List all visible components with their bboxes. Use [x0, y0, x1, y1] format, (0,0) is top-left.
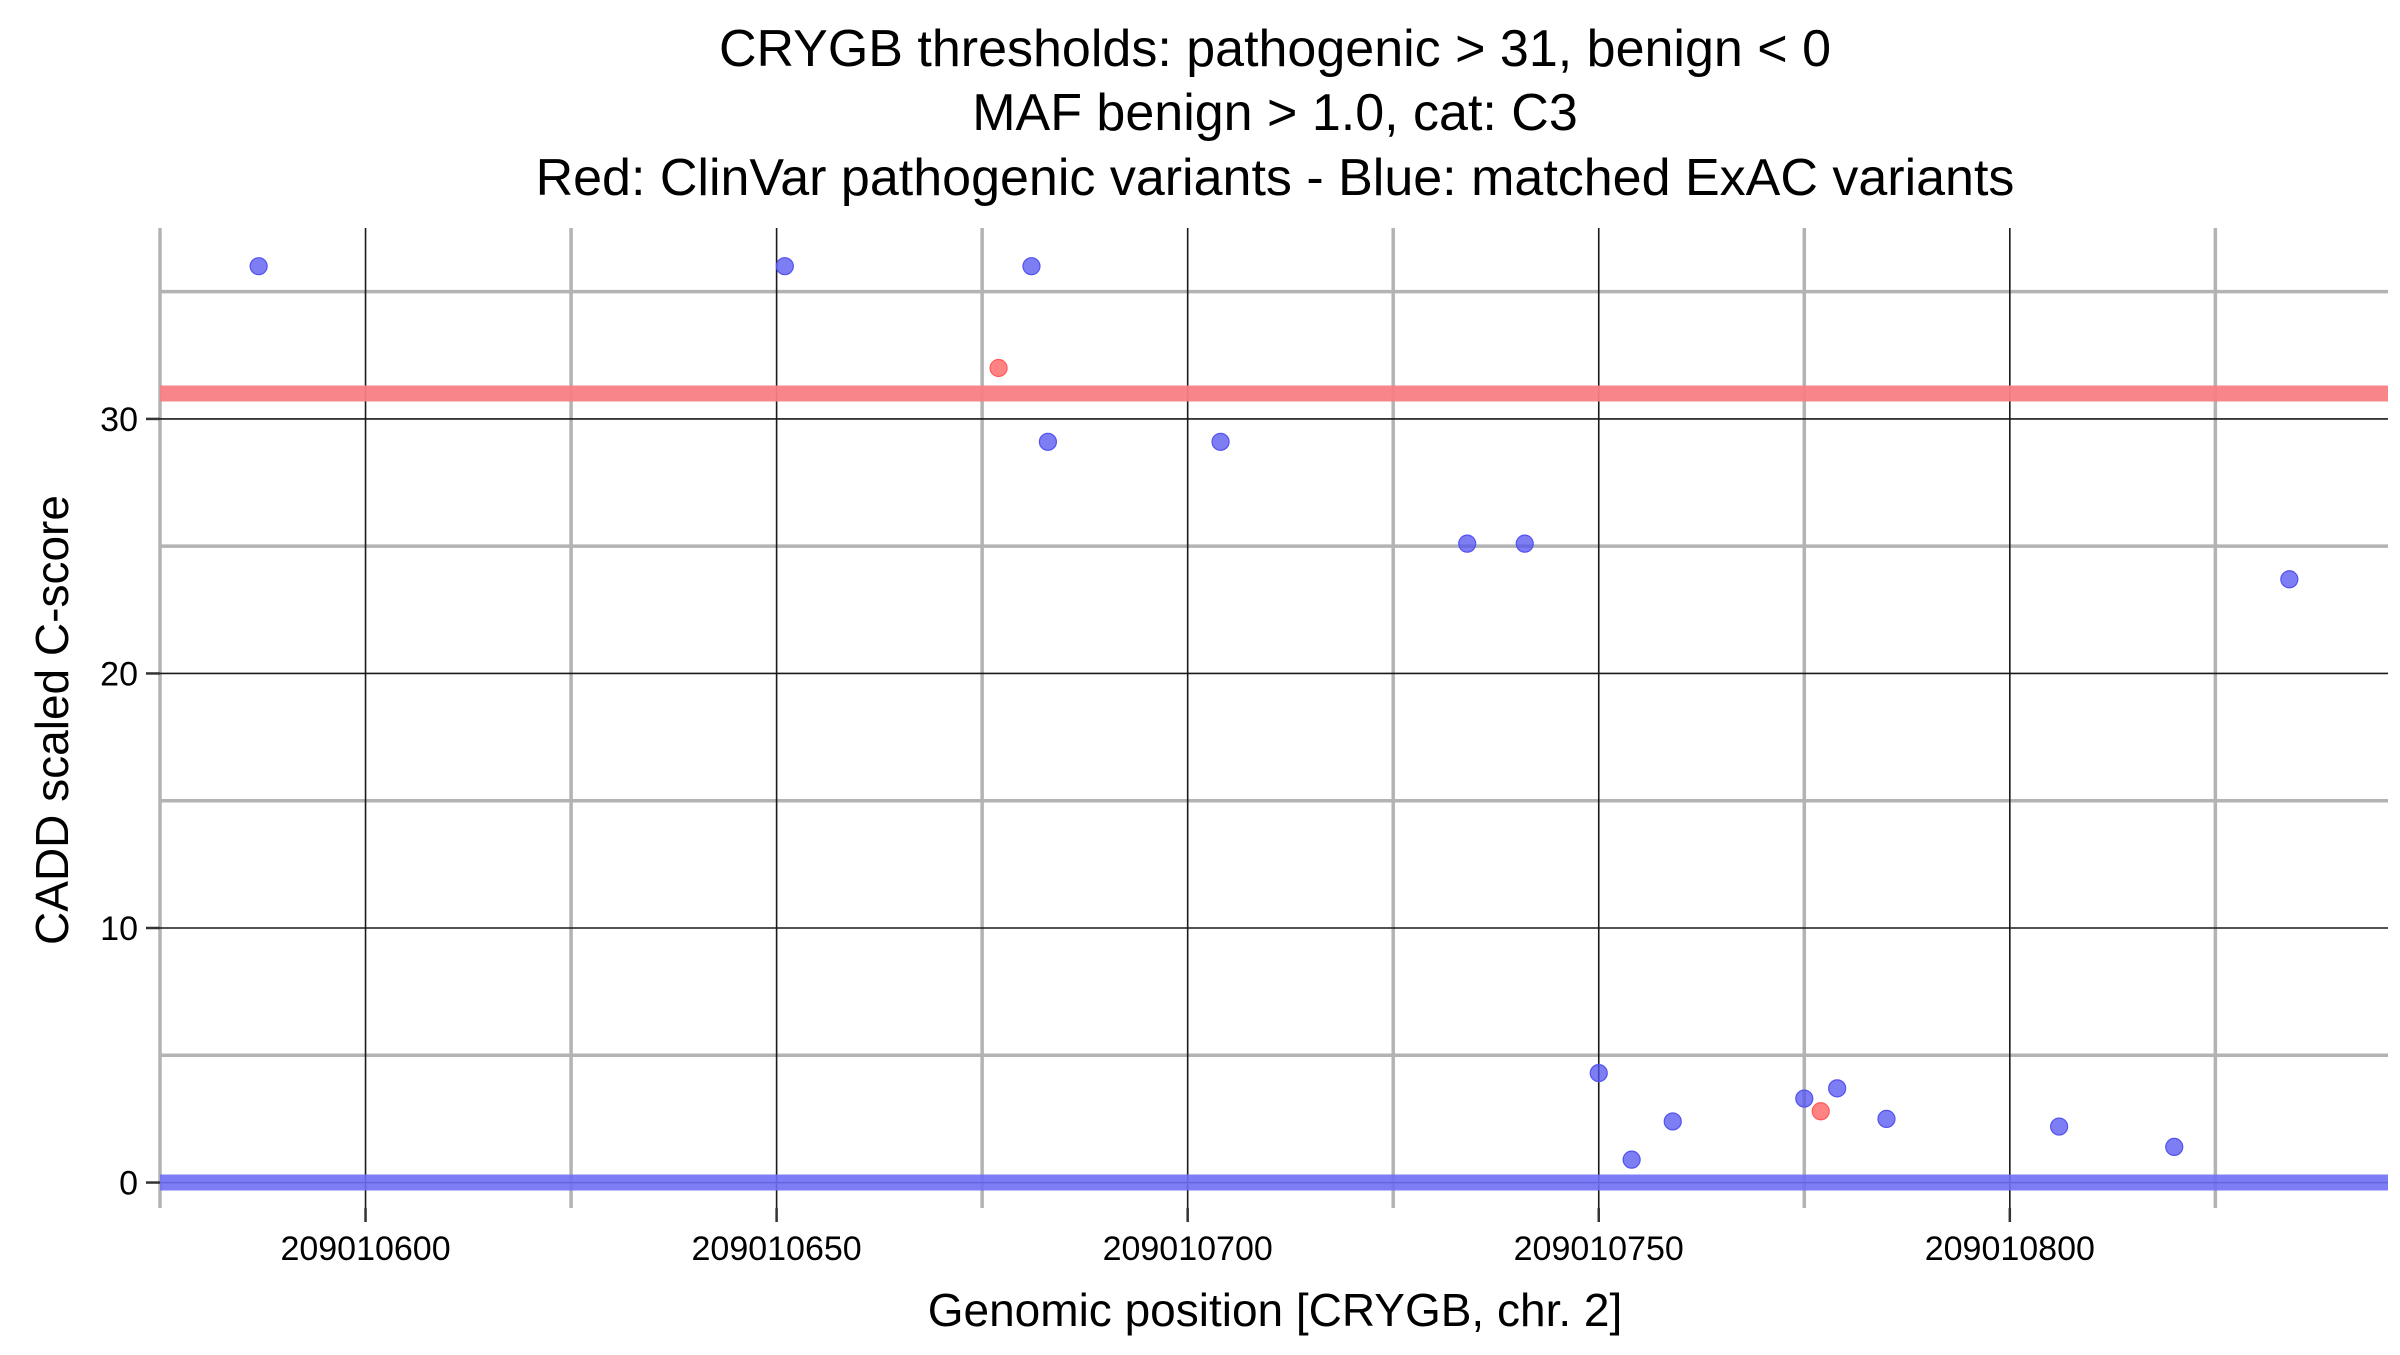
point-exac-3 [1038, 432, 1058, 451]
y-tick-label-2: 20 [100, 655, 138, 693]
point-exac-8 [1622, 1150, 1641, 1169]
point-exac-12 [1877, 1109, 1896, 1129]
y-tick-label-1: 10 [100, 910, 138, 948]
x-tick-label-3: 209010750 [1514, 1230, 1684, 1268]
chart-title: CRYGB thresholds: pathogenic > 31, benig… [536, 20, 2015, 207]
chart-title-line-2: MAF benign > 1.0, cat: C3 [972, 84, 1578, 142]
point-exac-2 [1022, 257, 1041, 276]
y-tick-label-0: 0 [119, 1165, 138, 1203]
y-axis-label: CADD scaled C-score [26, 495, 78, 945]
point-exac-13 [2050, 1117, 2069, 1136]
x-tick-label-1: 209010650 [692, 1230, 862, 1268]
point-exac-5 [1458, 534, 1477, 553]
chart-title-line-1: CRYGB thresholds: pathogenic > 31, benig… [719, 20, 1831, 78]
point-exac-6 [1515, 534, 1534, 553]
point-exac-9 [1663, 1112, 1682, 1131]
point-exac-1 [775, 257, 794, 276]
point-exac-7 [1589, 1063, 1608, 1083]
x-axis-label: Genomic position [CRYGB, chr. 2] [928, 1284, 1623, 1336]
x-tick-label-0: 209010600 [280, 1230, 450, 1268]
grid [158, 228, 2388, 1208]
point-clinvar-0 [989, 358, 1008, 378]
point-exac-10 [1795, 1089, 1814, 1108]
x-tick-label-2: 209010700 [1103, 1230, 1273, 1268]
y-tick-label-3: 30 [100, 401, 138, 439]
point-exac-15 [2280, 570, 2299, 589]
data-points [249, 257, 2299, 1169]
point-exac-0 [249, 257, 268, 276]
threshold-lines [160, 385, 2388, 1191]
point-exac-11 [1828, 1079, 1847, 1098]
axes: 0 10 20 30 209010600 209010650 209010700 209010… [100, 401, 2095, 1268]
point-exac-14 [2165, 1137, 2184, 1157]
point-clinvar-1 [1811, 1102, 1830, 1121]
point-exac-4 [1211, 432, 1230, 451]
x-tick-label-4: 209010800 [1925, 1230, 2095, 1268]
chart-title-line-3: Red: ClinVar pathogenic variants - Blue:… [536, 149, 2015, 207]
